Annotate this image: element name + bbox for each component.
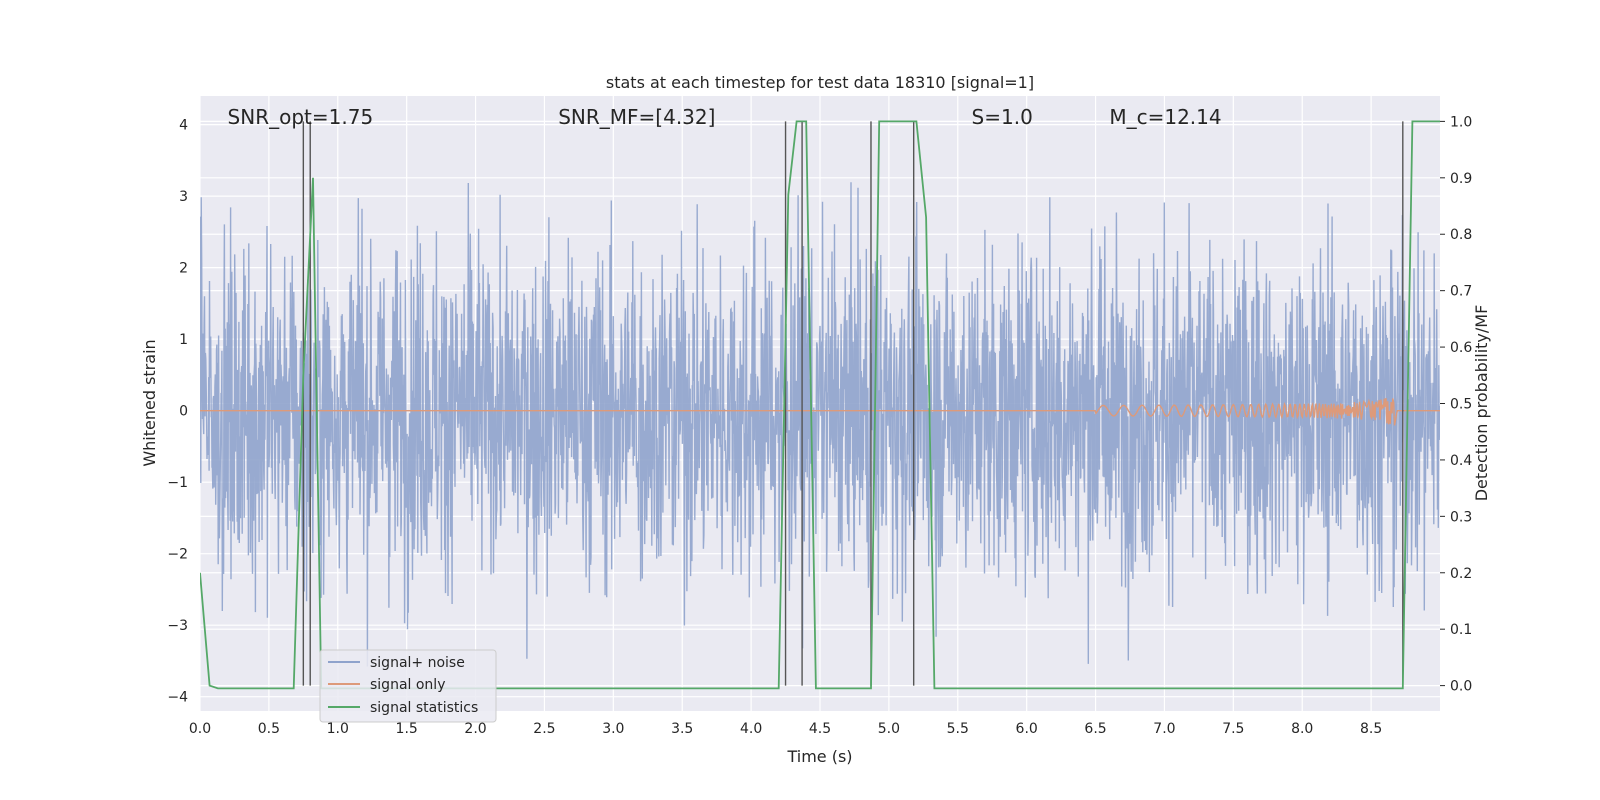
signal-noise-line (200, 182, 1440, 667)
series-signal-noise (200, 182, 1440, 667)
x-tick-label: 7.0 (1153, 721, 1175, 737)
x-tick-label: 2.5 (533, 721, 555, 737)
x-tick-label: 1.0 (327, 721, 349, 737)
y-axis-label: Whitened strain (140, 339, 159, 466)
y-right-tick-label: 0.0 (1450, 679, 1472, 695)
y-tick-label: 1 (179, 332, 188, 348)
y-tick-label: 3 (179, 189, 188, 205)
legend-label-signal-only: signal only (370, 677, 445, 693)
x-tick-label: 0.0 (189, 721, 211, 737)
y-right-tick-label: 0.9 (1450, 171, 1472, 187)
mf-spikes (302, 121, 1404, 686)
x-tick-label: 3.0 (602, 721, 624, 737)
series-signal-only (200, 398, 1440, 426)
y-tick-label: 2 (179, 261, 188, 277)
x-tick-label: 5.0 (878, 721, 900, 737)
legend-label-signal-statistics: signal statistics (370, 700, 478, 716)
x-tick-label: 6.0 (1016, 721, 1038, 737)
y-right-tick-label: 0.1 (1450, 622, 1472, 638)
signal-only-line (200, 398, 1440, 426)
y-right-tick-label: 0.8 (1450, 227, 1472, 243)
y-right-tick-label: 1.0 (1450, 114, 1472, 130)
y-tick-label: 4 (179, 118, 188, 134)
series-signal-statistics (200, 120, 1440, 690)
legend-label-signal-noise: signal+ noise (370, 655, 465, 671)
y-axis-right-label: Detection probability/MF (1472, 305, 1491, 502)
y-right-tick-label: 0.7 (1450, 284, 1472, 300)
x-tick-label: 4.0 (740, 721, 762, 737)
y-right-tick-label: 0.5 (1450, 397, 1472, 413)
x-tick-label: 7.5 (1222, 721, 1244, 737)
x-tick-label: 0.5 (258, 721, 280, 737)
y-tick-label: −2 (167, 547, 188, 563)
y-tick-label: −3 (167, 618, 188, 634)
x-tick-label: 5.5 (947, 721, 969, 737)
grid (199, 96, 1440, 711)
x-tick-label: 3.5 (671, 721, 693, 737)
y-right-tick-label: 0.6 (1450, 340, 1472, 356)
x-tick-label: 1.5 (396, 721, 418, 737)
y-tick-label: −1 (167, 475, 188, 491)
legend: signal+ noise signal only signal statist… (319, 649, 497, 723)
y-tick-label: −4 (167, 690, 188, 706)
y-right-tick-label: 0.4 (1450, 453, 1472, 469)
legend-box (319, 649, 497, 723)
annotations: SNR_opt=1.75 SNR_MF=[4.32] S=1.0 M_c=12.14 (228, 105, 1222, 129)
annotation-s-value: S=1.0 (972, 105, 1033, 129)
y-right-tick-label: 0.3 (1450, 509, 1472, 525)
ticks: 0.0 0.5 1.0 1.5 2.0 2.5 3.0 3.5 4.0 4.5 5.0 5.5 6.0 6… (167, 114, 1472, 737)
x-tick-label: 4.5 (809, 721, 831, 737)
annotation-mc-value: M_c=12.14 (1109, 105, 1221, 129)
y-tick-label: 0 (179, 404, 188, 420)
chart-title: stats at each timestep for test data 183… (606, 73, 1034, 92)
x-tick-label: 8.0 (1291, 721, 1313, 737)
y-right-tick-label: 0.2 (1450, 566, 1472, 582)
annotation-snr-mf: SNR_MF=[4.32] (558, 105, 715, 129)
signal-statistics-line (200, 120, 1440, 690)
x-axis-label: Time (s) (786, 747, 852, 766)
x-tick-label: 8.5 (1360, 721, 1382, 737)
x-tick-label: 2.0 (464, 721, 486, 737)
x-tick-label: 6.5 (1084, 721, 1106, 737)
annotation-snr-opt: SNR_opt=1.75 (228, 105, 374, 129)
